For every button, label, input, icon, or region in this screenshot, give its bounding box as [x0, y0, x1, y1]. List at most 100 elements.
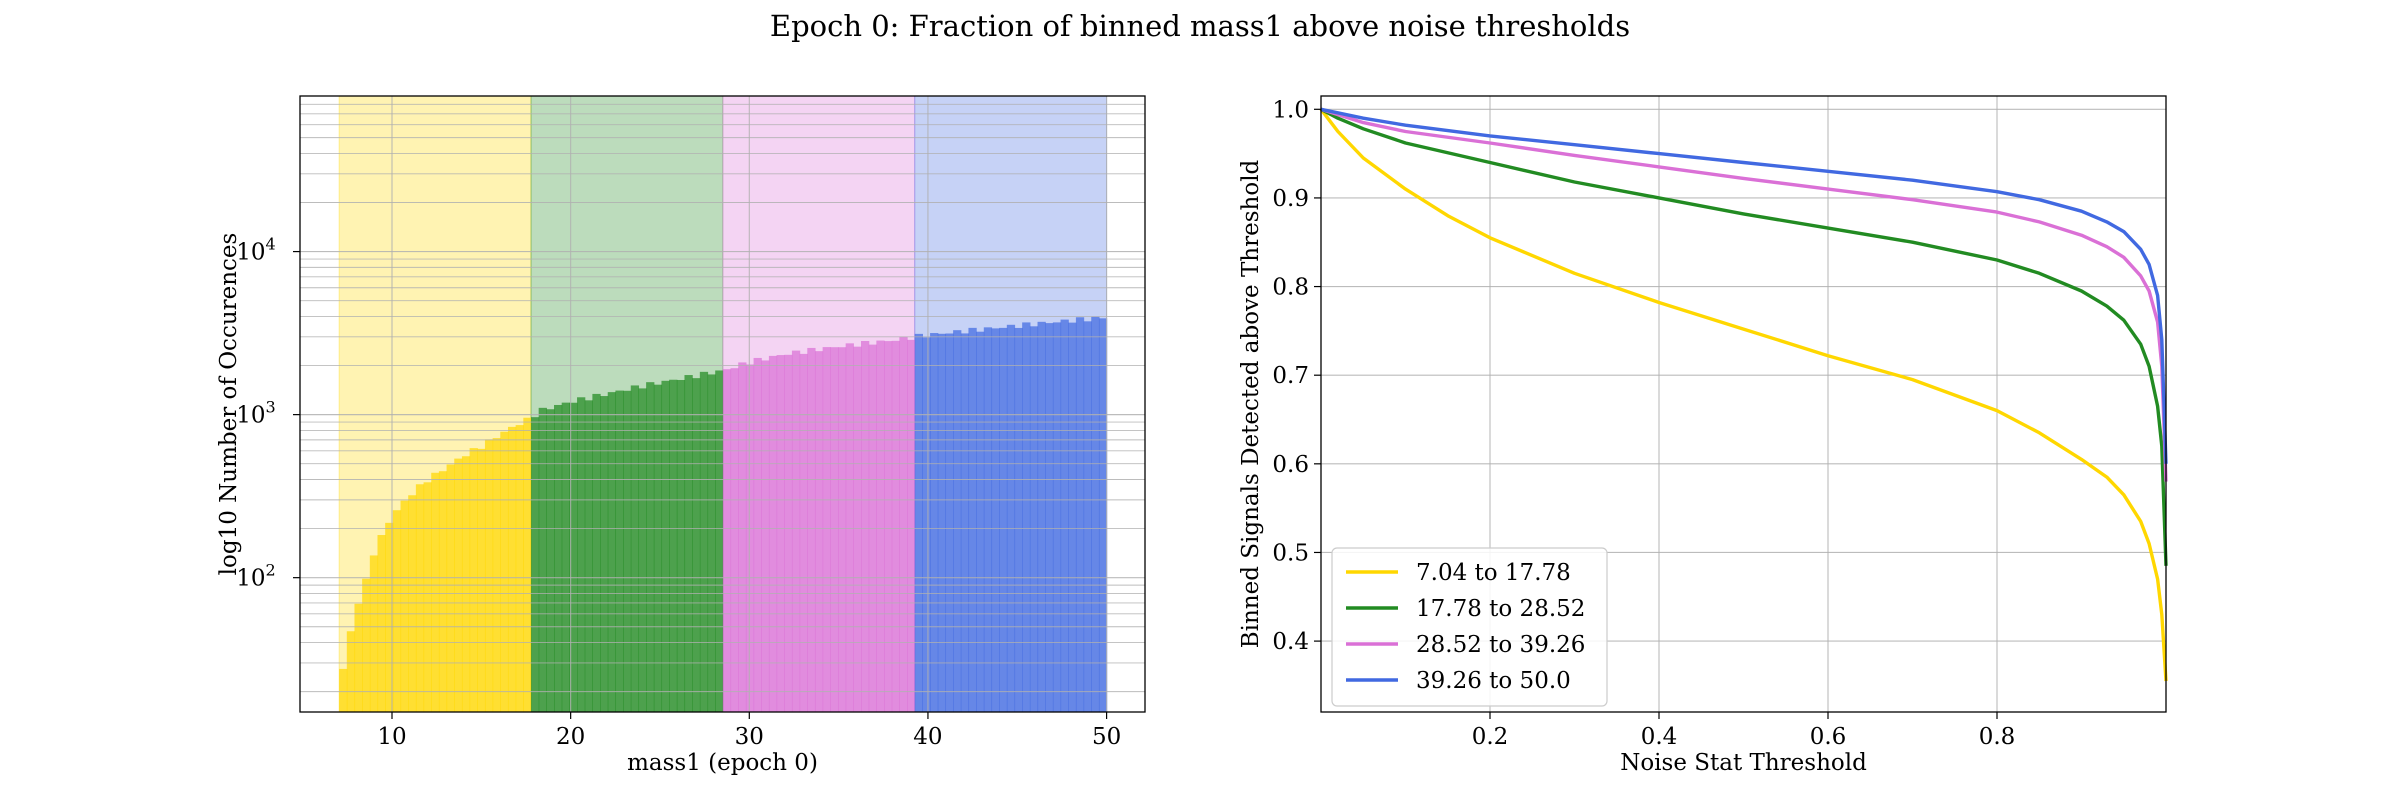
histogram-bar — [1045, 323, 1054, 712]
histogram-bar — [669, 379, 678, 712]
histogram-bar — [584, 400, 593, 712]
histogram-bar — [699, 371, 709, 712]
legend-box — [1331, 547, 1608, 707]
histogram-bar — [861, 341, 870, 712]
histogram-bar — [661, 380, 670, 712]
histogram-bar — [615, 390, 624, 712]
histogram-bar — [400, 500, 409, 712]
histogram-bars — [339, 316, 1108, 712]
histogram-bar — [891, 340, 900, 712]
x-tick-label: 0.2 — [1472, 724, 1509, 750]
legend-label: 7.04 to 17.78 — [1416, 560, 1571, 586]
x-tick-label: 0.8 — [1979, 724, 2016, 750]
y-tick-label: 0.6 — [1272, 452, 1309, 478]
x-tick-label: 30 — [735, 724, 764, 750]
y-tick-label: 0.8 — [1272, 275, 1309, 301]
threshold-y-ticks: 0.4 0.5 0.6 0.7 0.8 0.9 1.0 — [1272, 97, 1321, 655]
histogram-bar — [730, 368, 739, 712]
x-tick-label: 20 — [556, 724, 585, 750]
histogram-bar — [638, 388, 647, 712]
histogram-bar — [722, 369, 732, 712]
histogram-bar — [607, 392, 617, 712]
y-tick-label: 102 — [236, 561, 275, 592]
histogram-bar — [784, 354, 793, 712]
x-tick-label: 40 — [913, 724, 942, 750]
histogram-bar — [830, 347, 839, 712]
threshold-legend: 7.04 to 17.78 17.78 to 28.52 28.52 to 39.2… — [1331, 547, 1608, 707]
histogram-bar — [653, 384, 663, 712]
histogram-bar — [1068, 322, 1077, 712]
series-line-3 — [1320, 107, 2168, 482]
histogram-bar — [538, 407, 547, 712]
histogram-bar — [976, 331, 985, 712]
histogram-bar — [377, 535, 386, 712]
histogram-bar — [761, 360, 770, 712]
histogram-bar — [953, 330, 962, 712]
histogram-bar — [461, 456, 471, 712]
histogram-bar — [791, 350, 801, 712]
histogram-bar — [339, 668, 348, 712]
histogram-panel: 10 20 30 40 50 102 103 104 mass1 (epoch 0) log… — [216, 95, 1146, 776]
y-tick-label: 103 — [236, 398, 275, 429]
histogram-bar — [738, 362, 747, 712]
histogram-bar — [354, 603, 363, 712]
histogram-bar — [477, 448, 486, 712]
histogram-bar — [500, 431, 509, 712]
histogram-bar — [646, 382, 655, 712]
histogram-bar — [907, 339, 916, 712]
histogram-bar — [623, 390, 632, 712]
threshold-grid — [1321, 96, 2166, 712]
histogram-bar — [1029, 326, 1039, 712]
threshold-panel: 0.2 0.4 0.6 0.8 0.4 0.5 0.6 0.7 0.8 0.9 1.0 Noise… — [1238, 95, 2168, 776]
x-tick-label: 0.4 — [1641, 724, 1678, 750]
histogram-x-ticks: 10 20 30 40 50 — [377, 712, 1121, 750]
histogram-bar — [1014, 327, 1023, 712]
histogram-bar — [884, 341, 893, 712]
figure-title: Epoch 0: Fraction of binned mass1 above … — [770, 9, 1630, 43]
histogram-bar — [937, 333, 947, 712]
histogram-bar — [1006, 324, 1016, 712]
histogram-bar — [530, 417, 540, 712]
histogram-bar — [362, 578, 371, 712]
histogram-bar — [983, 327, 993, 712]
series-line-4 — [1320, 107, 2168, 464]
histogram-bar — [1022, 322, 1031, 712]
histogram-bar — [930, 333, 939, 712]
threshold-x-ticks: 0.2 0.4 0.6 0.8 — [1472, 712, 2016, 750]
histogram-bar — [546, 409, 555, 712]
histogram-y-axis-label: log10 Number of Occurences — [216, 233, 242, 576]
histogram-bar — [853, 346, 862, 712]
histogram-bar — [799, 353, 808, 712]
histogram-bar — [684, 375, 693, 712]
histogram-bar — [1091, 316, 1100, 712]
histogram-y-ticks: 102 103 104 — [236, 235, 300, 592]
histogram-bar — [837, 347, 847, 712]
histogram-bar — [507, 426, 517, 712]
y-tick-label: 0.9 — [1272, 186, 1309, 212]
histogram-bar — [577, 397, 586, 712]
histogram-bar — [776, 355, 785, 712]
histogram-bar — [922, 337, 931, 712]
histogram-bar — [592, 393, 601, 712]
histogram-bar — [385, 522, 394, 712]
histogram-bar — [745, 364, 755, 712]
histogram-bar — [991, 328, 1000, 712]
histogram-bar — [569, 402, 578, 712]
legend-label: 17.78 to 28.52 — [1416, 596, 1585, 622]
histogram-bar — [408, 495, 417, 712]
histogram-bar — [423, 482, 432, 712]
y-tick-label: 1.0 — [1272, 97, 1309, 123]
x-tick-label: 10 — [377, 724, 406, 750]
histogram-bar — [523, 417, 532, 712]
histogram-bar — [914, 333, 923, 712]
x-tick-label: 0.6 — [1810, 724, 1847, 750]
histogram-bar — [676, 379, 686, 712]
histogram-bar — [438, 471, 448, 712]
histogram-bar — [692, 378, 701, 712]
histogram-bar — [431, 472, 440, 712]
histogram-bar — [822, 347, 831, 712]
histogram-bar — [960, 333, 970, 712]
threshold-series-lines — [1319, 107, 2168, 682]
histogram-bar — [876, 340, 885, 712]
